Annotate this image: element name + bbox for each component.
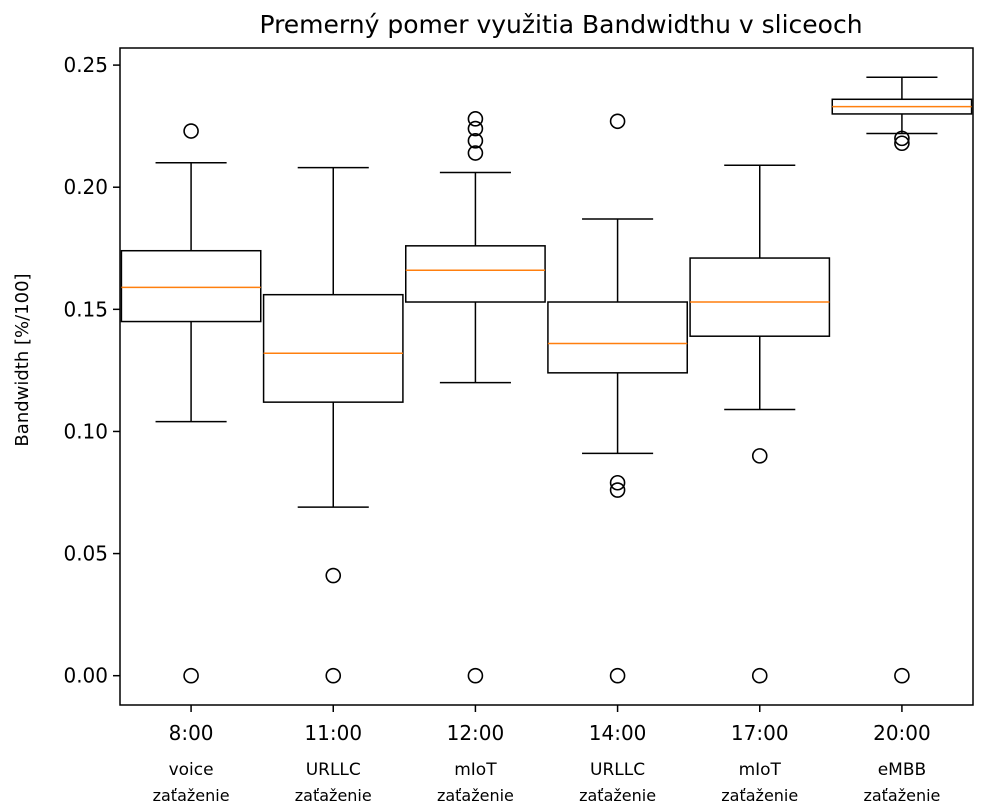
outlier-point bbox=[467, 667, 484, 684]
outlier-point bbox=[467, 145, 484, 161]
box-iqr bbox=[120, 249, 262, 323]
outlier-point bbox=[751, 667, 768, 684]
x-tick-slice: mIoT bbox=[454, 760, 497, 780]
chart-title: Premerný pomer využitia Bandwidthu v sli… bbox=[259, 10, 862, 39]
box-iqr bbox=[547, 301, 688, 374]
box-iqr bbox=[262, 293, 404, 403]
outlier-point bbox=[467, 133, 484, 149]
x-tick-note: zaťaženie bbox=[863, 786, 940, 805]
x-tick-time: 14:00 bbox=[589, 721, 647, 745]
x-tick-note: zaťaženie bbox=[721, 786, 798, 805]
x-tick-slice: mIoT bbox=[739, 760, 782, 780]
x-tick-note: zaťaženie bbox=[437, 786, 514, 805]
outlier-point bbox=[894, 667, 910, 684]
y-tick-label: 0.25 bbox=[63, 53, 108, 77]
x-tick-time: 12:00 bbox=[447, 721, 505, 745]
y-axis-label: Bandwidth [%/100] bbox=[12, 273, 33, 446]
box-iqr bbox=[689, 257, 831, 337]
outlier-point bbox=[325, 667, 342, 684]
x-tick-note: zaťaženie bbox=[153, 786, 230, 805]
box-iqr bbox=[405, 245, 546, 303]
y-tick-label: 0.00 bbox=[63, 664, 108, 688]
y-tick-label: 0.20 bbox=[63, 175, 108, 199]
plot-area: 0.00 0.05 0.10 0.15 0.20 0.25 8:00 voice zaťažen… bbox=[63, 47, 974, 805]
outlier-point bbox=[467, 120, 484, 137]
y-tick-label: 0.05 bbox=[63, 542, 108, 566]
y-tick-label: 0.15 bbox=[63, 297, 108, 321]
x-tick-time: 17:00 bbox=[731, 721, 789, 745]
outlier-point bbox=[609, 474, 626, 491]
outlier-point bbox=[894, 135, 910, 152]
outlier-point bbox=[467, 111, 484, 127]
x-tick-note: zaťaženie bbox=[579, 786, 656, 805]
x-tick-time: 20:00 bbox=[873, 721, 931, 745]
x-tick-time: 8:00 bbox=[169, 721, 214, 745]
y-tick-label: 0.10 bbox=[63, 419, 108, 443]
x-tick-slice: voice bbox=[169, 760, 214, 780]
outlier-point bbox=[183, 123, 199, 139]
x-tick-note: zaťaženie bbox=[295, 786, 372, 805]
x-tick-slice: URLLC bbox=[306, 760, 361, 780]
x-tick-slice: eMBB bbox=[878, 760, 926, 780]
x-tick-time: 11:00 bbox=[304, 721, 362, 745]
outlier-point bbox=[183, 667, 199, 684]
x-tick-slice: URLLC bbox=[590, 760, 645, 780]
outlier-point bbox=[609, 667, 626, 684]
outlier-point bbox=[609, 113, 626, 130]
plot-frame bbox=[119, 47, 974, 706]
outlier-point bbox=[751, 448, 768, 464]
outlier-point bbox=[325, 567, 342, 584]
outlier-point bbox=[609, 482, 626, 498]
outlier-point bbox=[894, 130, 910, 147]
